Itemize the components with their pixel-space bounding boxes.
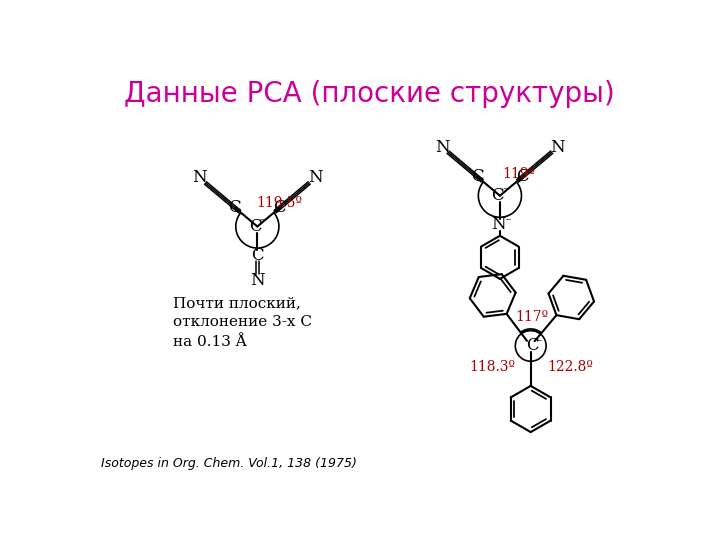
Text: ⁻: ⁻ (259, 216, 266, 229)
Text: N: N (435, 139, 449, 156)
Text: C: C (526, 338, 539, 354)
Text: C: C (248, 218, 261, 235)
Text: 119º: 119º (503, 167, 536, 181)
Text: N: N (550, 139, 565, 156)
Text: C: C (274, 199, 286, 216)
Text: C: C (491, 187, 504, 204)
Text: ⁻: ⁻ (504, 216, 511, 229)
Text: Почти плоский,
отклонение 3-х С
на 0.13 Å: Почти плоский, отклонение 3-х С на 0.13 … (173, 296, 312, 349)
Text: Данные РСА (плоские структуры): Данные РСА (плоские структуры) (124, 80, 614, 108)
Text: N: N (192, 170, 207, 186)
Text: 118.3º: 118.3º (469, 360, 516, 374)
Text: ⁻: ⁻ (502, 185, 508, 198)
Text: C: C (251, 247, 264, 264)
Text: C: C (516, 168, 528, 185)
Text: C: C (471, 168, 484, 185)
Text: N: N (250, 272, 265, 289)
Text: ⁻: ⁻ (535, 337, 541, 350)
Text: Isotopes in Org. Chem. Vol.1, 138 (1975): Isotopes in Org. Chem. Vol.1, 138 (1975) (101, 457, 357, 470)
Text: C: C (229, 199, 241, 216)
Text: 117º: 117º (516, 309, 549, 323)
Text: 119.5º: 119.5º (256, 197, 302, 211)
Text: N: N (491, 217, 505, 233)
Text: N: N (308, 170, 323, 186)
Text: 122.8º: 122.8º (548, 360, 594, 374)
